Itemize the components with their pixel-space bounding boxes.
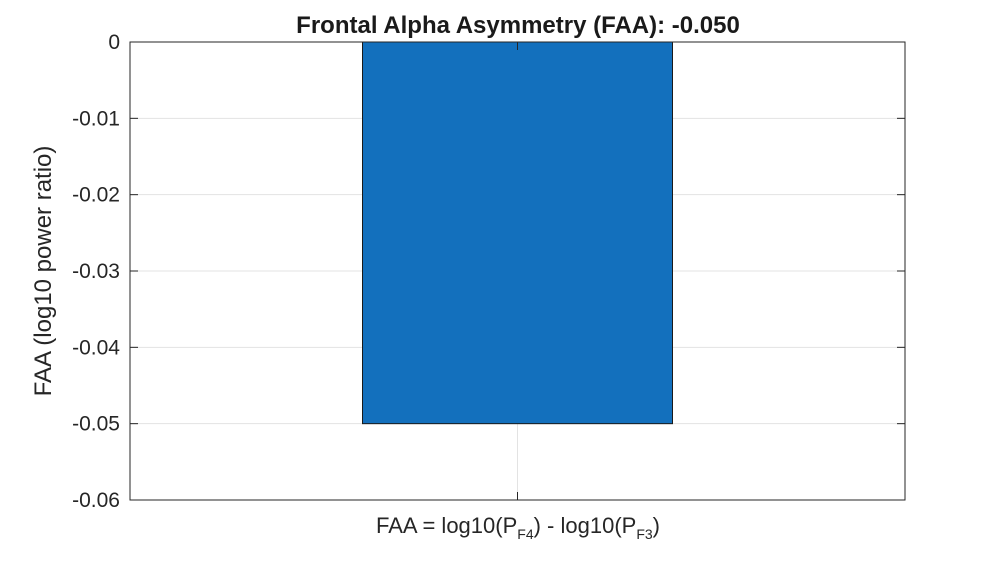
tick-marks xyxy=(130,41,905,501)
y-axis-label: FAA (log10 power ratio) xyxy=(30,146,57,397)
x-axis-label: FAA = log10(PF4) - log10(PF3) xyxy=(376,513,660,542)
y-tick-labels: 0 -0.01 -0.02 -0.03 -0.04 -0.05 -0.06 xyxy=(72,31,120,512)
y-tick-label: -0.02 xyxy=(72,184,120,207)
x-axis-label-middle: ) - log10(P xyxy=(534,513,637,538)
x-axis-label-subscript-f4: F4 xyxy=(517,526,534,542)
y-tick-label: 0 xyxy=(108,31,120,54)
y-tick-label: -0.04 xyxy=(72,336,120,359)
y-tick-label: -0.01 xyxy=(72,107,120,130)
x-axis-label-subscript-f3: F3 xyxy=(636,526,653,542)
x-axis-label-prefix: FAA = log10(P xyxy=(376,513,517,538)
y-tick-label: -0.06 xyxy=(72,489,120,512)
x-axis-label-suffix: ) xyxy=(653,513,660,538)
y-tick-label: -0.03 xyxy=(72,260,120,283)
bar-faa xyxy=(362,41,673,425)
bars xyxy=(362,41,673,425)
y-tick-label: -0.05 xyxy=(72,413,120,436)
chart-title: Frontal Alpha Asymmetry (FAA): -0.050 xyxy=(296,12,740,39)
